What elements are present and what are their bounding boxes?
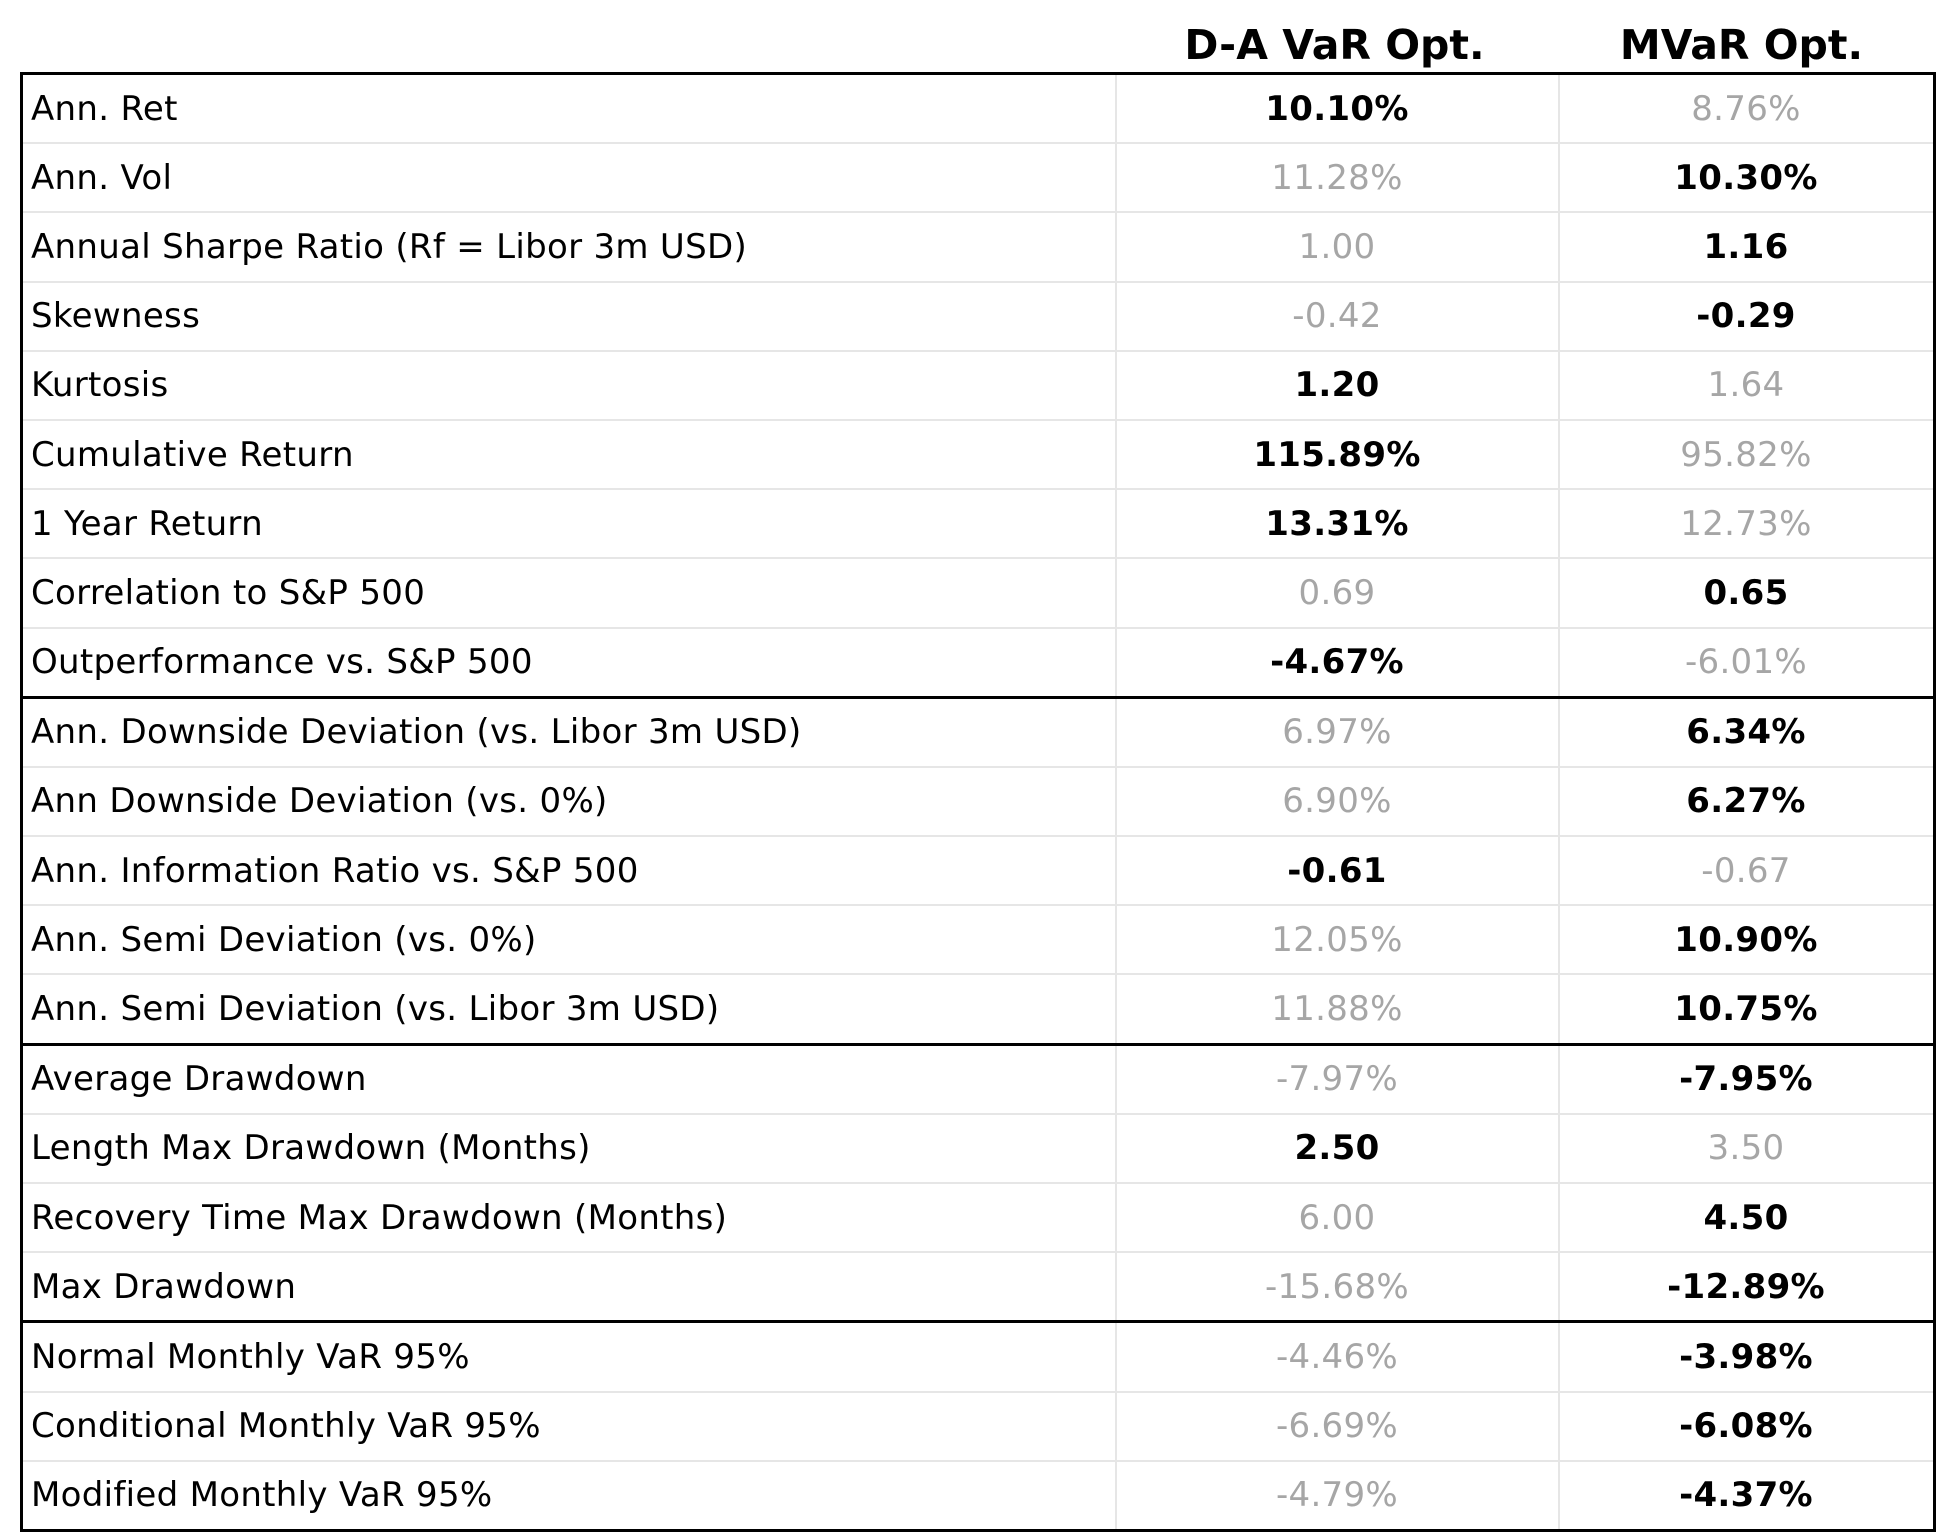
table-row: Modified Monthly VaR 95% -4.79% -4.37% — [21, 1460, 1935, 1531]
metric-label: Ann. Vol — [21, 143, 1117, 214]
metric-label: Cumulative Return — [21, 419, 1117, 491]
value-mvar: -4.37% — [1679, 1475, 1813, 1516]
table-row: Ann. Ret 10.10% 8.76% — [21, 73, 1934, 145]
value-da-var: -6.69% — [1115, 1391, 1560, 1462]
value-da-var: 2.50 — [1115, 1113, 1560, 1185]
value-da-var: -4.46% — [1115, 1321, 1560, 1393]
table-row: Ann Downside Deviation (vs. 0%) 6.90% 6.27… — [21, 766, 1934, 838]
value-mvar: 10.90% — [1558, 905, 1934, 976]
metric-label: Skewness — [21, 281, 1117, 352]
table-row: Ann. Information Ratio vs. S&P 500 -0.61-… — [21, 836, 1934, 907]
value-mvar: -6.08% — [1558, 1391, 1934, 1462]
metric-label: Conditional Monthly VaR 95% — [21, 1391, 1117, 1462]
metrics-table: Ann. Ret 10.10% 8.76% Ann. Vol 11.28% 10.30% A… — [20, 72, 1936, 1532]
metric-label: Correlation to S&P 500 — [21, 558, 1117, 629]
value-mvar: 6.27% — [1558, 766, 1934, 838]
table-row: Ann. Vol 11.28% 10.30% — [21, 143, 1934, 214]
value-mvar: 12.73% — [1558, 489, 1934, 560]
metric-label: Length Max Drawdown (Months) — [21, 1113, 1117, 1185]
table-row: Average Drawdown -7.97% -7.95% — [21, 1044, 1934, 1115]
metric-label: Annual Sharpe Ratio (Rf = Libor 3m USD) — [21, 212, 1117, 283]
value-mvar: 10.30% — [1558, 143, 1934, 214]
column-header-da-var: D-A VaR Opt. — [1184, 21, 1485, 69]
value-da-var: 6.00 — [1115, 1183, 1560, 1254]
value-mvar: 6.34% — [1558, 697, 1934, 768]
table-row: Cumulative Return 115.89% 95.82% — [21, 419, 1934, 491]
value-da-var: -7.97% — [1115, 1044, 1560, 1115]
table-row: Correlation to S&P 500 0.69 0.65 — [21, 558, 1934, 629]
table-row: Ann. Semi Deviation (vs. 0%) 12.05% 10.90% — [21, 905, 1934, 976]
metric-label: Ann. Ret — [21, 73, 1117, 145]
value-da-var: 11.28% — [1115, 143, 1560, 214]
value-da-var: 11.88% — [1115, 974, 1560, 1046]
value-mvar: -0.29 — [1558, 281, 1934, 352]
value-da-var: 6.90% — [1115, 766, 1560, 838]
value-mvar: 8.76% — [1558, 73, 1934, 145]
metric-label: Outperformance vs. S&P 500 — [21, 627, 1117, 699]
value-mvar: 4.50 — [1558, 1183, 1934, 1254]
value-da-var: -0.61 — [1115, 836, 1560, 907]
value-mvar: 0.65 — [1558, 558, 1934, 629]
table-row: Length Max Drawdown (Months) 2.50 3.50 — [21, 1113, 1934, 1185]
table-row: Kurtosis 1.20 1.64 — [21, 350, 1934, 421]
metric-label: Recovery Time Max Drawdown (Months) — [21, 1183, 1117, 1254]
table-row: Normal Monthly VaR 95% -4.46% -3.98% — [21, 1321, 1934, 1393]
table-row: Skewness -0.42 -0.29 — [21, 281, 1934, 352]
value-mvar: 1.16 — [1558, 212, 1934, 283]
metric-label: Ann. Information Ratio vs. S&P 500 — [21, 836, 1117, 907]
metric-label: Average Drawdown — [21, 1044, 1117, 1115]
value-mvar: -12.89% — [1558, 1252, 1934, 1324]
value-da-var: 6.97% — [1115, 697, 1560, 768]
table-row: Conditional Monthly VaR 95% -6.69% -6.08% — [21, 1391, 1934, 1462]
column-header-mvar: MVaR Opt. — [1619, 21, 1864, 69]
metric-label: Ann. Downside Deviation (vs. Libor 3m US… — [21, 697, 1117, 768]
metric-label: Normal Monthly VaR 95% — [21, 1321, 1117, 1393]
value-mvar: -6.01% — [1558, 627, 1934, 699]
value-mvar: 10.75% — [1558, 974, 1934, 1046]
metric-label: Ann Downside Deviation (vs. 0%) — [21, 766, 1117, 838]
value-da-var: -4.79% — [1115, 1460, 1560, 1531]
metrics-table-body: Ann. Ret 10.10% 8.76% Ann. Vol 11.28% 10.30% A… — [21, 73, 1935, 1531]
value-mvar: 95.82% — [1558, 419, 1934, 491]
value-mvar: 1.64 — [1558, 350, 1934, 421]
table-row: Recovery Time Max Drawdown (Months) 6.00 4… — [21, 1183, 1934, 1254]
metric-label: 1 Year Return — [21, 489, 1117, 560]
column-header-row: D-A VaR Opt. MVaR Opt. — [20, 10, 1936, 72]
metric-label: Modified Monthly VaR 95% — [21, 1460, 1117, 1531]
metric-label: Ann. Semi Deviation (vs. 0%) — [21, 905, 1117, 976]
metric-label: Max Drawdown — [21, 1252, 1117, 1324]
value-da-var: 0.69 — [1115, 558, 1560, 629]
value-da-var: -0.42 — [1115, 281, 1560, 352]
value-mvar: 3.50 — [1558, 1113, 1934, 1185]
table-row: Max Drawdown -15.68% -12.89% — [21, 1252, 1934, 1324]
value-da-var: 115.89% — [1115, 419, 1560, 491]
table-row: Ann. Semi Deviation (vs. Libor 3m USD) 11… — [21, 974, 1934, 1046]
value-da-var: 10.10% — [1115, 73, 1560, 145]
value-da-var: -15.68% — [1115, 1252, 1560, 1324]
value-da-var: -4.67% — [1115, 627, 1560, 699]
table-row: Outperformance vs. S&P 500 -4.67% -6.01% — [21, 627, 1934, 699]
value-da-var: 12.05% — [1115, 905, 1560, 976]
comparison-table-sheet: D-A VaR Opt. MVaR Opt. Ann. Ret 10.10% 8.7… — [20, 10, 1936, 1532]
metric-label: Kurtosis — [21, 350, 1117, 421]
value-da-var: 1.20 — [1115, 350, 1560, 421]
metric-label: Ann. Semi Deviation (vs. Libor 3m USD) — [21, 974, 1117, 1046]
value-da-var: 1.00 — [1115, 212, 1560, 283]
table-row: Ann. Downside Deviation (vs. Libor 3m US… — [21, 697, 1934, 768]
value-mvar: -0.67 — [1558, 836, 1934, 907]
value-da-var: 13.31% — [1115, 489, 1560, 560]
table-row: 1 Year Return 13.31% 12.73% — [21, 489, 1934, 560]
value-mvar: -7.95% — [1558, 1044, 1934, 1115]
value-mvar: -3.98% — [1558, 1321, 1934, 1393]
table-row: Annual Sharpe Ratio (Rf = Libor 3m USD) 1… — [21, 212, 1934, 283]
